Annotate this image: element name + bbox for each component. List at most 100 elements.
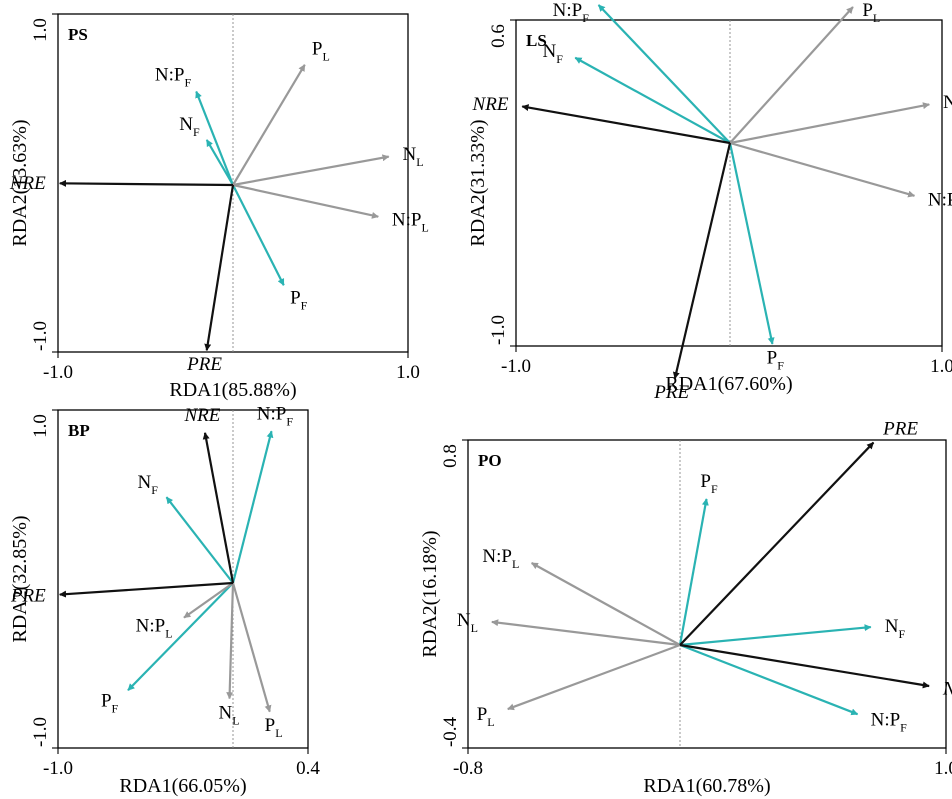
vector-arrow-p-f — [728, 142, 775, 345]
vector-label-subscript: F — [711, 482, 718, 496]
vector-arrow-p-f — [127, 582, 234, 692]
vector-label-subscript: F — [556, 52, 563, 66]
vector-label-subscript: L — [471, 621, 478, 635]
vector-label-nre: NRE — [9, 173, 46, 194]
y-tick-label: -0.4 — [440, 716, 461, 747]
vector-label-text: N — [179, 114, 193, 135]
vector-arrow-p-l — [507, 643, 681, 711]
x-tick-label: -1.0 — [43, 362, 73, 383]
vector-label-text: PRE — [186, 354, 222, 375]
vector-label-text: N:P — [155, 64, 185, 85]
panel-label: PO — [478, 451, 502, 470]
plot-frame — [467, 439, 947, 749]
vector-label-text: P — [477, 704, 488, 725]
vector-arrow-n-p-l — [530, 562, 681, 646]
vector-label-subscript: F — [898, 627, 905, 641]
vector-label-text: N — [943, 92, 952, 113]
vector-arrow-pre — [672, 142, 732, 380]
panel-ps: PS -1.0 1.0 1.0 -1.0 RDA1(85.88%) RDA2(13.63%)… — [9, 13, 429, 401]
vector-label-subscript: L — [416, 155, 423, 169]
vector-label-text: PRE — [10, 585, 46, 606]
vector-label-n-p-f: N:PF — [871, 709, 908, 734]
vector-label-p-l: PL — [862, 0, 880, 25]
vector-label-n-f: NF — [885, 616, 906, 641]
panel-po: PO -0.8 1.0 0.8 -0.4 RDA1(60.78%) RDA2(16.18%)… — [419, 418, 952, 797]
vector-label-subscript: F — [193, 125, 200, 139]
vector-label-n-p-l: N:PL — [136, 616, 173, 641]
y-tick-label: 0.6 — [488, 24, 509, 48]
vector-label-n-p-f: N:PF — [257, 404, 294, 429]
vector-label-n-p-f: N:PF — [155, 64, 192, 89]
x-tick-label: -1.0 — [43, 758, 73, 779]
vector-label-pre: PRE — [882, 418, 918, 439]
vector-label-text: PRE — [653, 382, 689, 403]
vector-label-subscript: L — [512, 557, 519, 571]
vector-label-p-f: PF — [290, 288, 308, 313]
x-tick-label: 0.4 — [296, 758, 320, 779]
x-tick-label: 1.0 — [934, 758, 952, 779]
vector-label-text: N — [219, 702, 233, 723]
y-axis-label: RDA2(32.85%) — [9, 515, 31, 642]
vector-label-n-f: NF — [543, 41, 564, 66]
vector-label-p-f: PF — [101, 690, 119, 715]
vector-label-n-p-l: N:PL — [928, 190, 952, 215]
vector-label-nre: NRE — [942, 678, 952, 699]
vector-label-p-f: PF — [700, 471, 718, 496]
x-axis-label: RDA1(60.78%) — [643, 775, 770, 797]
vector-label-subscript: L — [487, 715, 494, 729]
vector-label-text: PRE — [882, 418, 918, 439]
panel-label: PS — [68, 25, 88, 44]
vector-label-text: N — [457, 610, 471, 631]
vector-label-text: P — [312, 39, 323, 60]
plot-frame — [57, 409, 309, 749]
vector-label-subscript: L — [873, 11, 880, 25]
vector-arrow-pre — [204, 184, 235, 352]
x-tick-label: -0.8 — [453, 758, 483, 779]
vector-label-n-l: NL — [943, 92, 952, 117]
vector-arrow-n-l — [491, 619, 681, 647]
vector-arrow-nre — [521, 104, 731, 145]
vector-label-pre: PRE — [10, 585, 46, 606]
vector-label-subscript: L — [232, 713, 239, 727]
vector-label-subscript: F — [900, 720, 907, 734]
vector-label-n-f: NF — [179, 114, 200, 139]
vector-arrow-pre — [679, 441, 875, 646]
vector-label-text: P — [700, 471, 711, 492]
vector-arrow-n-f — [574, 56, 731, 144]
vector-label-p-l: PL — [265, 715, 283, 740]
vector-arrow-n-f — [679, 624, 872, 647]
y-tick-label: 0.8 — [440, 444, 461, 468]
y-tick-label: -1.0 — [30, 321, 51, 351]
vector-label-subscript: F — [112, 701, 119, 715]
vector-label-pre: PRE — [186, 354, 222, 375]
y-axis-label: RDA2(31.33%) — [467, 119, 489, 246]
vector-label-subscript: F — [184, 75, 191, 89]
vector-label-text: NRE — [472, 94, 509, 115]
y-axis-label: RDA2(13.63%) — [9, 119, 31, 246]
vector-label-text: NRE — [9, 173, 46, 194]
vector-label-subscript: F — [286, 415, 293, 429]
vector-label-p-l: PL — [477, 704, 495, 729]
vector-arrow-n-p-f — [679, 643, 859, 716]
vector-arrow-nre — [679, 643, 930, 689]
vector-arrow-n-f — [205, 139, 234, 186]
vector-arrow-n-p-f — [231, 430, 274, 584]
vector-arrow-nre — [59, 179, 234, 187]
vector-arrow-n-l — [729, 102, 930, 145]
vector-label-text: N:P — [871, 709, 901, 730]
vector-label-text: NRE — [942, 678, 952, 699]
panel-label: LS — [526, 31, 547, 50]
vector-arrow-n-l — [232, 154, 390, 187]
vector-label-subscript: F — [777, 359, 784, 373]
x-axis-label: RDA1(66.05%) — [119, 775, 246, 797]
vector-arrow-p-l — [232, 64, 306, 186]
vector-label-text: P — [767, 348, 778, 369]
vector-label-n-l: NL — [457, 610, 478, 635]
y-tick-label: -1.0 — [30, 717, 51, 747]
vector-label-subscript: L — [165, 627, 172, 641]
vector-label-text: P — [101, 690, 112, 711]
vector-label-nre: NRE — [183, 405, 220, 426]
x-axis-label: RDA1(85.88%) — [169, 379, 296, 401]
vector-label-subscript: L — [275, 726, 282, 740]
